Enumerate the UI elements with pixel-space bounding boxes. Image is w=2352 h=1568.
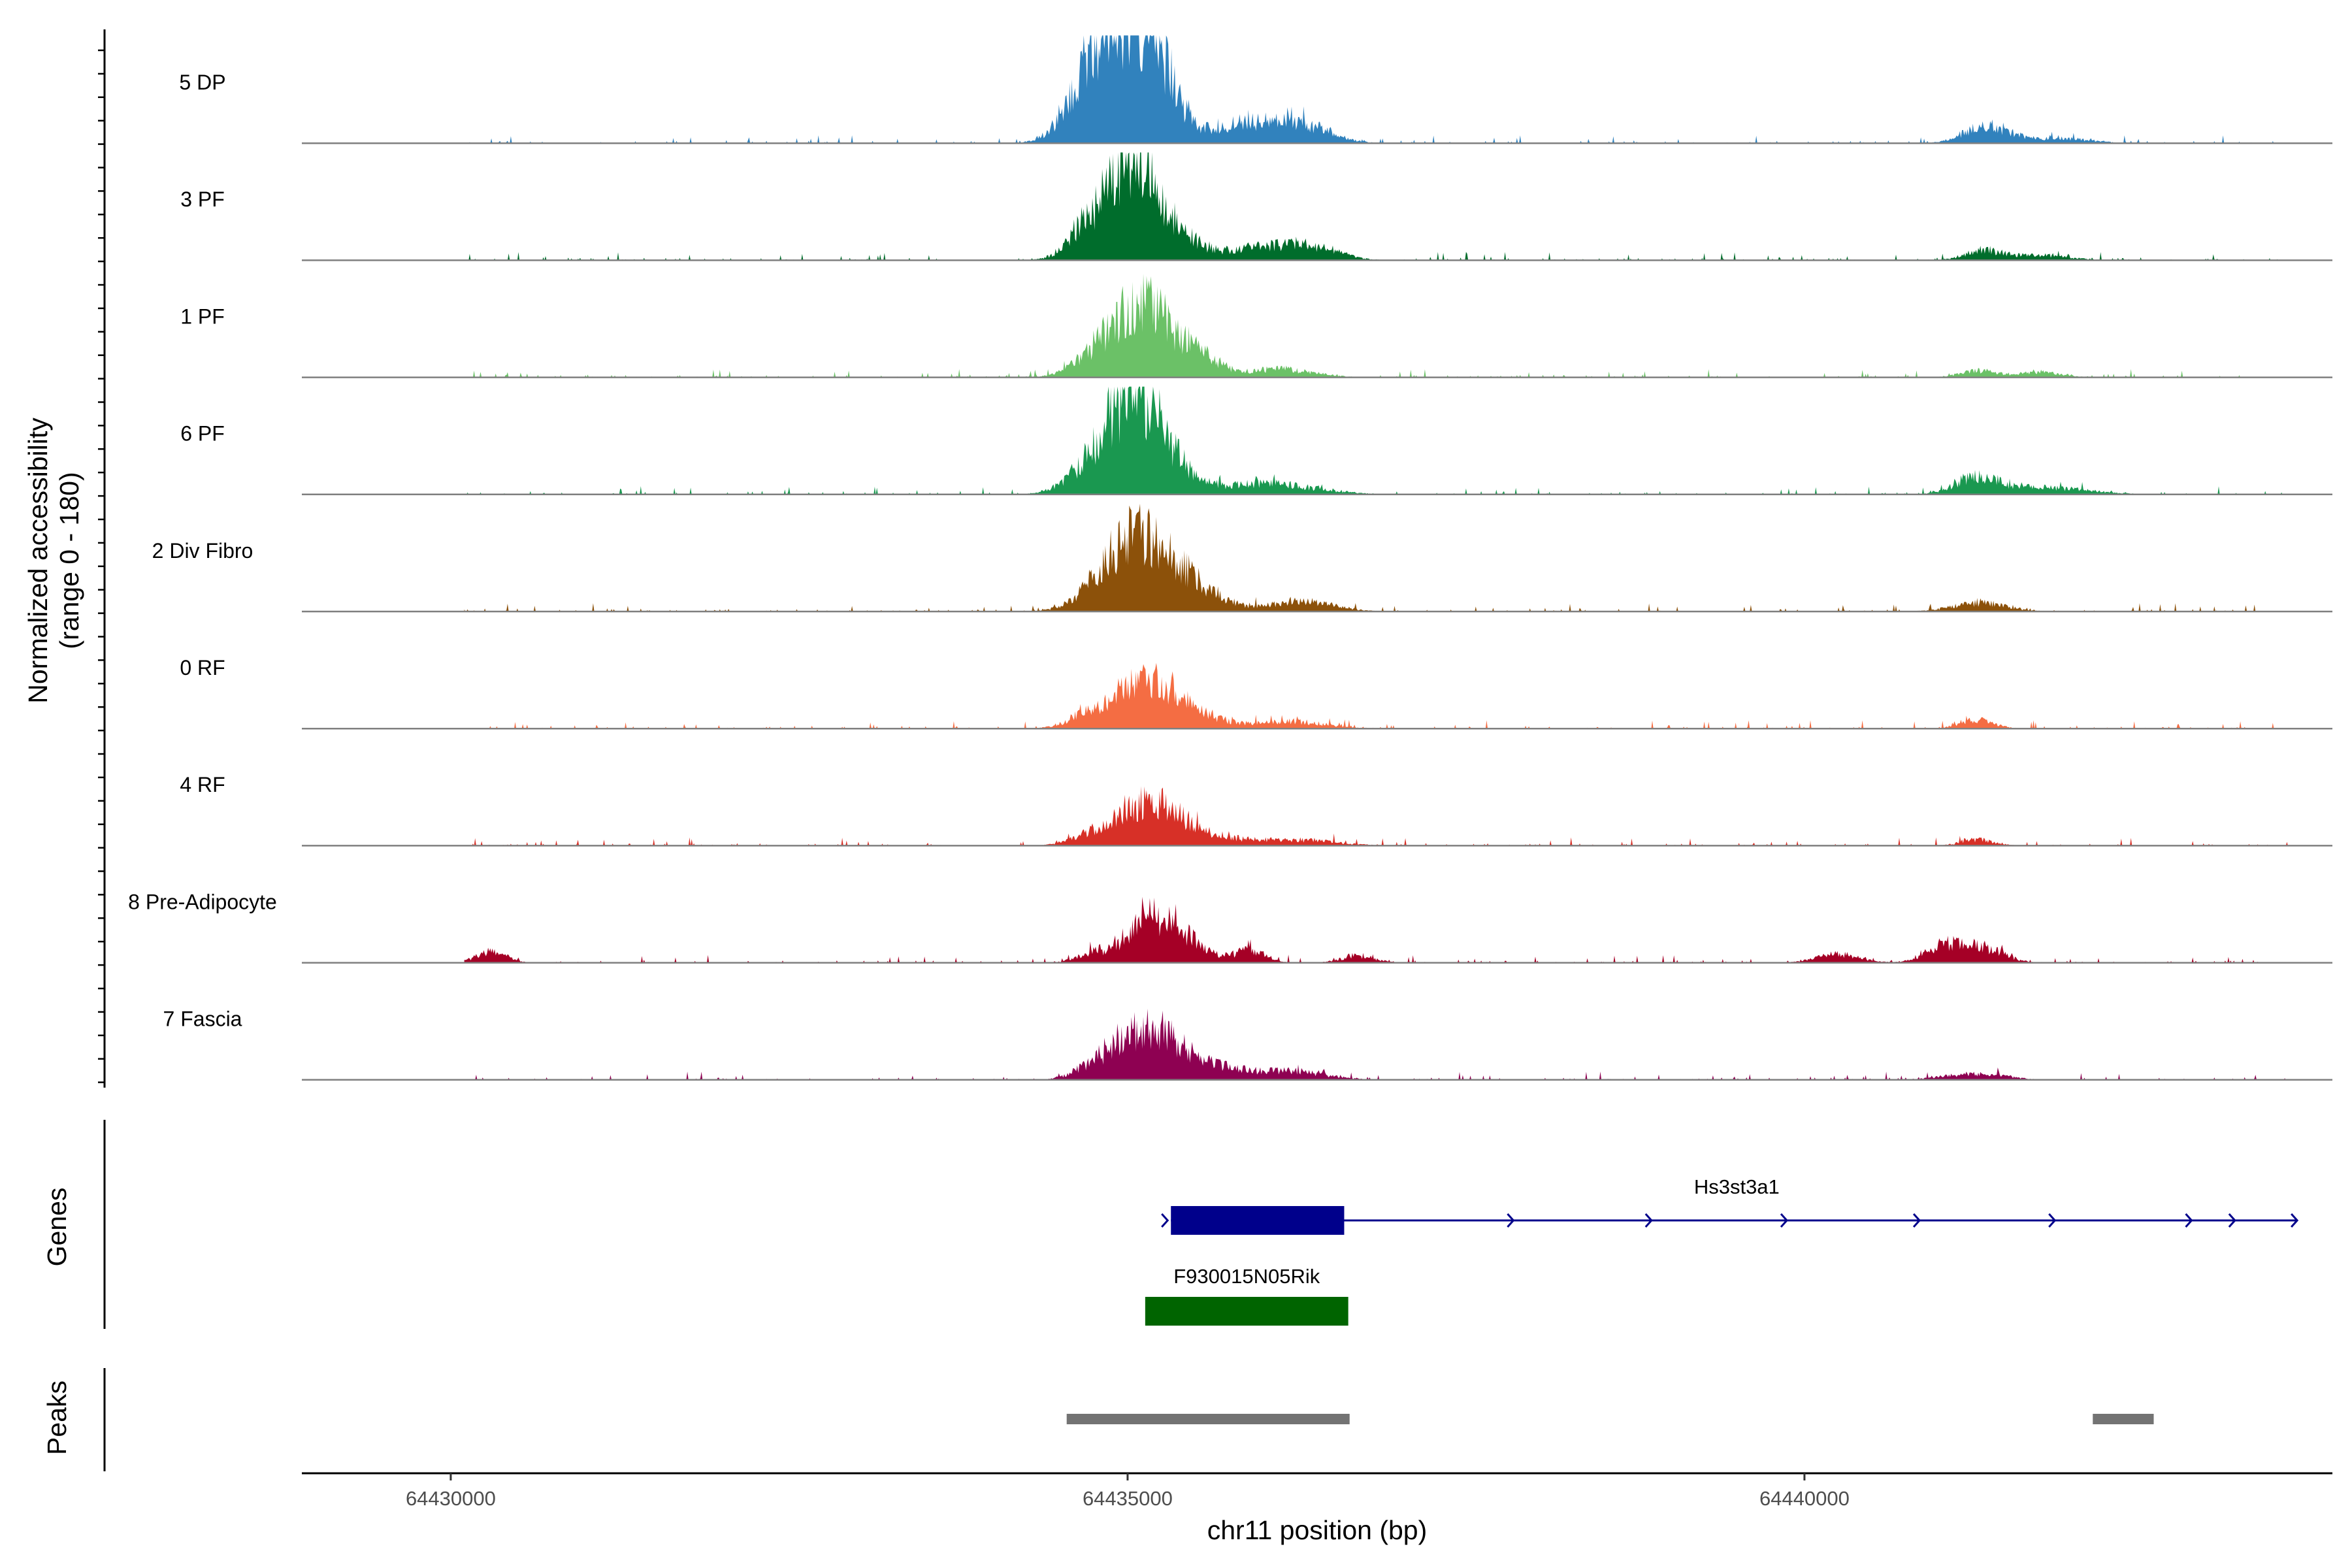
x-tick-label: 64435000 — [1083, 1487, 1173, 1510]
strand-chevron — [2185, 1213, 2193, 1228]
genes-panel-title: Genes — [42, 1188, 72, 1267]
coverage-area — [464, 504, 2292, 612]
track-label: 8 Pre-Adipocyte — [128, 890, 277, 913]
strand-chevron — [1507, 1213, 1515, 1228]
track-7: 4 RF — [180, 773, 2332, 847]
track-label: 4 RF — [180, 773, 225, 796]
coverage-area — [464, 662, 2292, 729]
track-label: 2 Div Fibro — [152, 539, 253, 563]
track-5: 2 Div Fibro — [152, 504, 2332, 613]
track-label: 5 DP — [179, 71, 225, 94]
y-axis — [98, 29, 106, 1088]
coverage-area — [464, 1009, 2292, 1080]
peak-region — [2093, 1414, 2154, 1424]
track-label: 7 Fascia — [163, 1007, 242, 1031]
gene-f930015n05rik: F930015N05Rik — [1145, 1265, 1348, 1326]
coverage-area — [464, 35, 2292, 144]
coverage-area — [464, 152, 2292, 261]
track-2: 3 PF — [180, 152, 2332, 261]
strand-chevron — [2291, 1213, 2299, 1228]
coverage-area — [464, 896, 2292, 963]
track-3: 1 PF — [180, 274, 2332, 378]
peaks-panel — [103, 1368, 2154, 1471]
peaks-panel-title: Peaks — [42, 1380, 72, 1455]
strand-chevron — [1780, 1213, 1789, 1228]
genes-panel: Hs3st3a1 F930015N05Rik — [103, 1120, 2299, 1329]
strand-chevron — [1161, 1213, 1169, 1228]
track-4: 6 PF — [180, 386, 2332, 496]
coverage-area — [464, 274, 2292, 378]
coverage-tracks: 5 DP 3 PF 1 PF 6 PF 2 Div Fibro 0 RF 4 RF 8 Pre… — [128, 35, 2332, 1081]
track-label: 1 PF — [180, 304, 225, 328]
track-9: 7 Fascia — [163, 1007, 2332, 1081]
x-tick-label: 64440000 — [1759, 1487, 1850, 1510]
coverage-area — [464, 786, 2292, 846]
strand-chevron — [2048, 1213, 2057, 1228]
gene-exon — [1145, 1297, 1348, 1326]
track-label: 0 RF — [180, 656, 225, 679]
track-1: 5 DP — [179, 35, 2332, 144]
track-label: 3 PF — [180, 188, 225, 211]
x-tick-label: 64430000 — [406, 1487, 496, 1510]
track-label: 6 PF — [180, 422, 225, 446]
gene-label: Hs3st3a1 — [1694, 1175, 1780, 1198]
gene-label: F930015N05Rik — [1173, 1265, 1320, 1288]
gene-exon — [1171, 1206, 1345, 1235]
y-axis-title-line1: Normalized accessibility — [23, 417, 53, 704]
strand-chevron — [1644, 1213, 1653, 1228]
strand-chevron — [2228, 1213, 2236, 1228]
track-6: 0 RF — [180, 656, 2332, 730]
coverage-area — [464, 386, 2292, 495]
x-axis: 64430000 64435000 64440000 — [302, 1472, 2332, 1510]
y-axis-title-line2: (range 0 - 180) — [54, 472, 84, 649]
track-8: 8 Pre-Adipocyte — [128, 890, 2332, 964]
gene-hs3st3a1: Hs3st3a1 — [1161, 1175, 2299, 1235]
x-axis-title: chr11 position (bp) — [1207, 1515, 1428, 1545]
peak-region — [1066, 1414, 1350, 1424]
strand-chevron — [1912, 1213, 1921, 1228]
